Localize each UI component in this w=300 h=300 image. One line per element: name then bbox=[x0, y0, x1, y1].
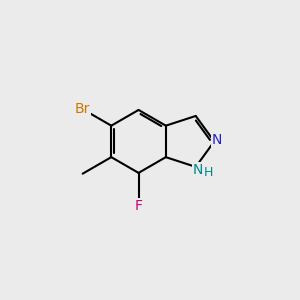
Text: N: N bbox=[212, 133, 222, 147]
Text: N: N bbox=[193, 163, 203, 177]
Text: F: F bbox=[135, 199, 142, 213]
Text: Br: Br bbox=[75, 102, 90, 116]
Text: H: H bbox=[204, 166, 213, 179]
